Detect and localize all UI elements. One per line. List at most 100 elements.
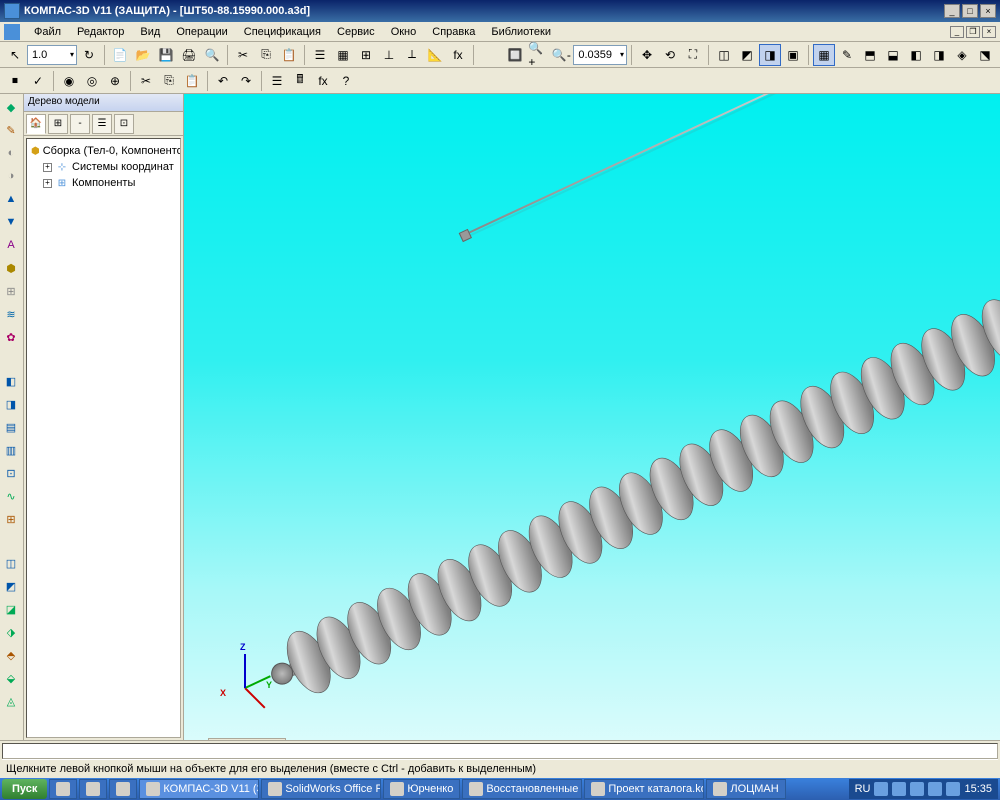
- paste-icon[interactable]: 📋: [278, 44, 300, 66]
- vtool-m7-icon[interactable]: ◬: [0, 690, 22, 712]
- doc-restore-button[interactable]: ❐: [966, 26, 980, 38]
- fit-icon[interactable]: ⛶: [682, 44, 704, 66]
- vtool-array-icon[interactable]: ▥: [0, 439, 22, 461]
- task-folder2[interactable]: Восстановленные ЭМ: [462, 779, 582, 799]
- ortho-icon[interactable]: ⊥: [378, 44, 400, 66]
- snap-icon[interactable]: ⊞: [355, 44, 377, 66]
- task-project[interactable]: Проект каталога.ko...: [584, 779, 704, 799]
- vtool-sheet-icon[interactable]: ▤: [0, 416, 22, 438]
- redo-icon[interactable]: ↷: [235, 70, 257, 92]
- shaded-icon[interactable]: ◨: [759, 44, 781, 66]
- zoom-out-icon[interactable]: 🔍-: [550, 44, 572, 66]
- vtool-8-icon[interactable]: ⬢: [0, 257, 22, 279]
- scissors-icon[interactable]: ✂: [135, 70, 157, 92]
- vtool-3-icon[interactable]: ◐: [0, 142, 22, 164]
- copy-icon[interactable]: ⎘: [255, 44, 277, 66]
- quicklaunch-2[interactable]: [79, 779, 107, 799]
- vtool-geom-icon[interactable]: ◆: [0, 96, 22, 118]
- wireframe-icon[interactable]: ◫: [713, 44, 735, 66]
- view2-icon[interactable]: ⬓: [882, 44, 904, 66]
- perspective-icon[interactable]: ▦: [813, 44, 835, 66]
- maximize-button[interactable]: □: [962, 4, 978, 18]
- tray-icon[interactable]: [874, 782, 888, 796]
- view1-icon[interactable]: ⬒: [859, 44, 881, 66]
- measure-icon[interactable]: 📐: [424, 44, 446, 66]
- view4-icon[interactable]: ◨: [928, 44, 950, 66]
- vtool-9-icon[interactable]: ⊞: [0, 280, 22, 302]
- system-tray[interactable]: RU 15:35: [849, 779, 998, 799]
- lang-indicator[interactable]: RU: [855, 783, 871, 795]
- menu-spec[interactable]: Спецификация: [236, 24, 329, 40]
- zoom-window-icon[interactable]: 🔲: [504, 44, 526, 66]
- vtool-asm-icon[interactable]: ⊞: [0, 508, 22, 530]
- vtool-edit-icon[interactable]: ✎: [0, 119, 22, 141]
- tree-child2-node[interactable]: + ⊞ Компоненты: [31, 175, 176, 191]
- calc-icon[interactable]: 🖩: [289, 70, 311, 92]
- vtool-aux-icon[interactable]: ⊡: [0, 462, 22, 484]
- print-icon[interactable]: 🖨: [178, 44, 200, 66]
- view6-icon[interactable]: ⬔: [974, 44, 996, 66]
- expand-icon[interactable]: +: [43, 163, 52, 172]
- tree-body[interactable]: ⬢ Сборка (Тел-0, Компонентов-2) + ⊹ Сист…: [26, 138, 181, 738]
- vtool-m4-icon[interactable]: ⬗: [0, 621, 22, 643]
- tray-icon[interactable]: [910, 782, 924, 796]
- vtool-7-icon[interactable]: A: [0, 234, 22, 256]
- doc-minimize-button[interactable]: _: [950, 26, 964, 38]
- paste2-icon[interactable]: 📋: [181, 70, 203, 92]
- clock[interactable]: 15:35: [964, 783, 992, 795]
- start-button[interactable]: Пуск: [2, 779, 47, 799]
- section-icon[interactable]: ✎: [836, 44, 858, 66]
- vtool-m2-icon[interactable]: ◩: [0, 575, 22, 597]
- layers-icon[interactable]: ☰: [266, 70, 288, 92]
- task-folder1[interactable]: Юрченко: [383, 779, 460, 799]
- scale-combo[interactable]: 1.0: [27, 45, 77, 65]
- hidden-icon[interactable]: ◩: [736, 44, 758, 66]
- tray-icon[interactable]: [946, 782, 960, 796]
- menu-help[interactable]: Справка: [424, 24, 483, 40]
- tree-tab-structure[interactable]: 🏠: [26, 114, 46, 134]
- orientation-triad[interactable]: X Y Z: [214, 638, 274, 698]
- open-icon[interactable]: 📂: [132, 44, 154, 66]
- doc-close-button[interactable]: ×: [982, 26, 996, 38]
- shaded-edges-icon[interactable]: ▣: [782, 44, 804, 66]
- task-kompas[interactable]: КОМПАС-3D V11 (ЗА...: [139, 779, 259, 799]
- pan-icon[interactable]: ✥: [636, 44, 658, 66]
- cursor-icon[interactable]: ↖: [4, 44, 26, 66]
- rotate-icon[interactable]: ⟲: [659, 44, 681, 66]
- vtool-m3-icon[interactable]: ◪: [0, 598, 22, 620]
- vtool-surf-icon[interactable]: ◨: [0, 393, 22, 415]
- tool-a-icon[interactable]: ◉: [58, 70, 80, 92]
- undo-icon[interactable]: ↶: [212, 70, 234, 92]
- help-icon[interactable]: ?: [335, 70, 357, 92]
- minimize-button[interactable]: _: [944, 4, 960, 18]
- vtool-body-icon[interactable]: ◧: [0, 370, 22, 392]
- task-lotsman[interactable]: ЛОЦМАН: [706, 779, 785, 799]
- bar-shaft-model[interactable]: [464, 94, 1000, 236]
- tree-tab-5[interactable]: ⊡: [114, 114, 134, 134]
- func-icon[interactable]: fx: [312, 70, 334, 92]
- menu-window[interactable]: Окно: [383, 24, 425, 40]
- vtool-11-icon[interactable]: ✿: [0, 326, 22, 348]
- save-icon[interactable]: 💾: [155, 44, 177, 66]
- vtool-m6-icon[interactable]: ⬙: [0, 667, 22, 689]
- cut-icon[interactable]: ✂: [232, 44, 254, 66]
- props-icon[interactable]: ☰: [309, 44, 331, 66]
- menu-operations[interactable]: Операции: [168, 24, 235, 40]
- copy2-icon[interactable]: ⎘: [158, 70, 180, 92]
- vtool-6-icon[interactable]: ▼: [0, 211, 22, 233]
- tree-root-node[interactable]: ⬢ Сборка (Тел-0, Компонентов-2): [31, 143, 176, 159]
- zoom-in-icon[interactable]: 🔍+: [527, 44, 549, 66]
- vtool-5-icon[interactable]: ▲: [0, 188, 22, 210]
- task-solidworks[interactable]: SolidWorks Office Premi...: [261, 779, 381, 799]
- auger-model[interactable]: [262, 255, 1000, 710]
- tree-child1-node[interactable]: + ⊹ Системы координат: [31, 159, 176, 175]
- refresh-icon[interactable]: ↻: [78, 44, 100, 66]
- menu-service[interactable]: Сервис: [329, 24, 383, 40]
- quicklaunch-3[interactable]: [109, 779, 137, 799]
- menu-libs[interactable]: Библиотеки: [483, 24, 559, 40]
- tray-icon[interactable]: [928, 782, 942, 796]
- menu-edit[interactable]: Редактор: [69, 24, 132, 40]
- vars-icon[interactable]: fx: [447, 44, 469, 66]
- coord-combo[interactable]: 0.0359: [573, 45, 627, 65]
- vtool-curve-icon[interactable]: ∿: [0, 485, 22, 507]
